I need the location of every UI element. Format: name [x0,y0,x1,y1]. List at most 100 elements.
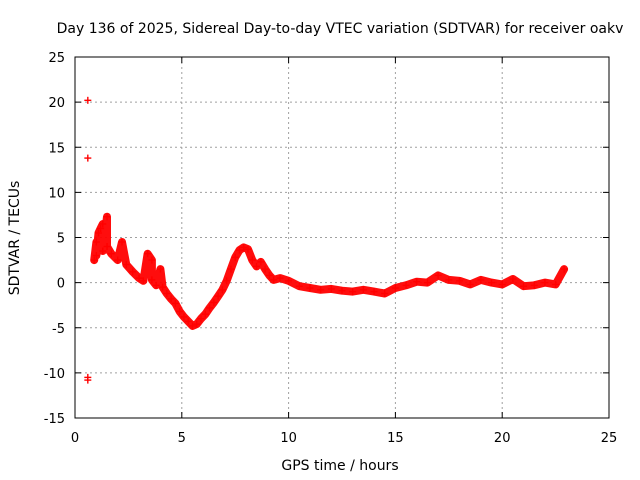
data-point [227,265,235,273]
data-point [240,243,248,251]
data-point [381,289,389,297]
data-point [122,261,130,269]
data-point [84,96,92,104]
data-point [152,281,160,289]
data-point [163,289,171,297]
data-point [560,265,568,273]
y-tick-label: -5 [52,322,65,337]
data-point [223,277,231,285]
data-point [156,265,164,273]
data-point [107,250,115,258]
data-point [477,276,485,284]
data-point [99,247,107,255]
data-point [541,279,549,287]
data-point [244,245,252,253]
data-point [359,286,367,294]
data-point [498,280,506,288]
data-point [391,284,399,292]
data-point [306,284,314,292]
data-point [338,287,346,295]
data-point [295,282,303,290]
data-point [184,317,192,325]
sdtvar-band [90,212,569,330]
y-tick-label: -15 [44,412,65,427]
data-point [188,322,196,330]
data-point [231,253,239,261]
data-point [114,256,122,264]
data-point [235,246,243,254]
data-point [148,276,156,284]
data-point [327,285,335,293]
data-point [270,276,278,284]
data-point [167,295,175,303]
data-point [402,281,410,289]
data-point [148,256,156,264]
data-point [248,256,256,264]
data-point [253,262,261,270]
data-point [210,298,218,306]
data-point [423,279,431,287]
x-axis-label: GPS time / hours [281,458,398,474]
x-tick-label: 5 [178,431,186,446]
data-point [261,265,269,273]
data-point [218,286,226,294]
data-point [94,229,102,237]
data-point [317,286,325,294]
data-point [349,288,357,296]
data-point [118,238,126,246]
y-tick-label: 20 [48,96,65,111]
data-point [276,274,284,282]
y-tick-label: 10 [48,186,65,201]
y-tick-label: -10 [44,367,65,382]
data-point [180,313,188,321]
y-axis-label: SDTVAR / TECUs [7,181,23,296]
data-point [103,243,111,251]
data-point [434,271,442,279]
data-point [206,304,214,312]
data-point [99,220,107,228]
data-point [413,278,421,286]
grid-lines [75,57,609,418]
data-point [139,277,147,285]
data-point [445,276,453,284]
y-tick-label: 0 [57,277,65,292]
data-point [552,280,560,288]
data-point [257,258,265,266]
data-point [97,224,105,232]
data-point [509,275,517,283]
y-tick-label: 25 [48,51,65,66]
data-point [159,283,167,291]
data-point [201,310,209,318]
data-points [84,96,568,384]
data-point [84,154,92,162]
data-point [285,277,293,285]
data-point [92,238,100,246]
data-point [265,271,273,279]
data-point [530,281,538,289]
x-tick-label: 10 [280,431,297,446]
data-point [466,280,474,288]
data-point [193,320,201,328]
data-point [84,376,92,384]
data-point [197,315,205,323]
x-tick-label: 20 [494,431,511,446]
data-point [129,268,137,276]
x-tick-label: 0 [71,431,79,446]
data-point [214,292,222,300]
y-tick-label: 15 [48,141,65,156]
data-point [171,299,179,307]
data-point [455,277,463,285]
data-point [520,282,528,290]
axis-ticks: 0 5 10 15 20 25 -15 -10 -5 0 5 10 15 20 25 [44,51,618,446]
data-point [488,279,496,287]
x-tick-label: 15 [387,431,404,446]
y-tick-label: 5 [57,232,65,247]
data-point [90,256,98,264]
data-band [90,212,569,330]
x-tick-label: 25 [601,431,618,446]
chart-title: Day 136 of 2025, Sidereal Day-to-day VTE… [57,21,624,37]
data-point [92,252,100,260]
data-point [176,308,184,316]
data-point [103,213,111,221]
